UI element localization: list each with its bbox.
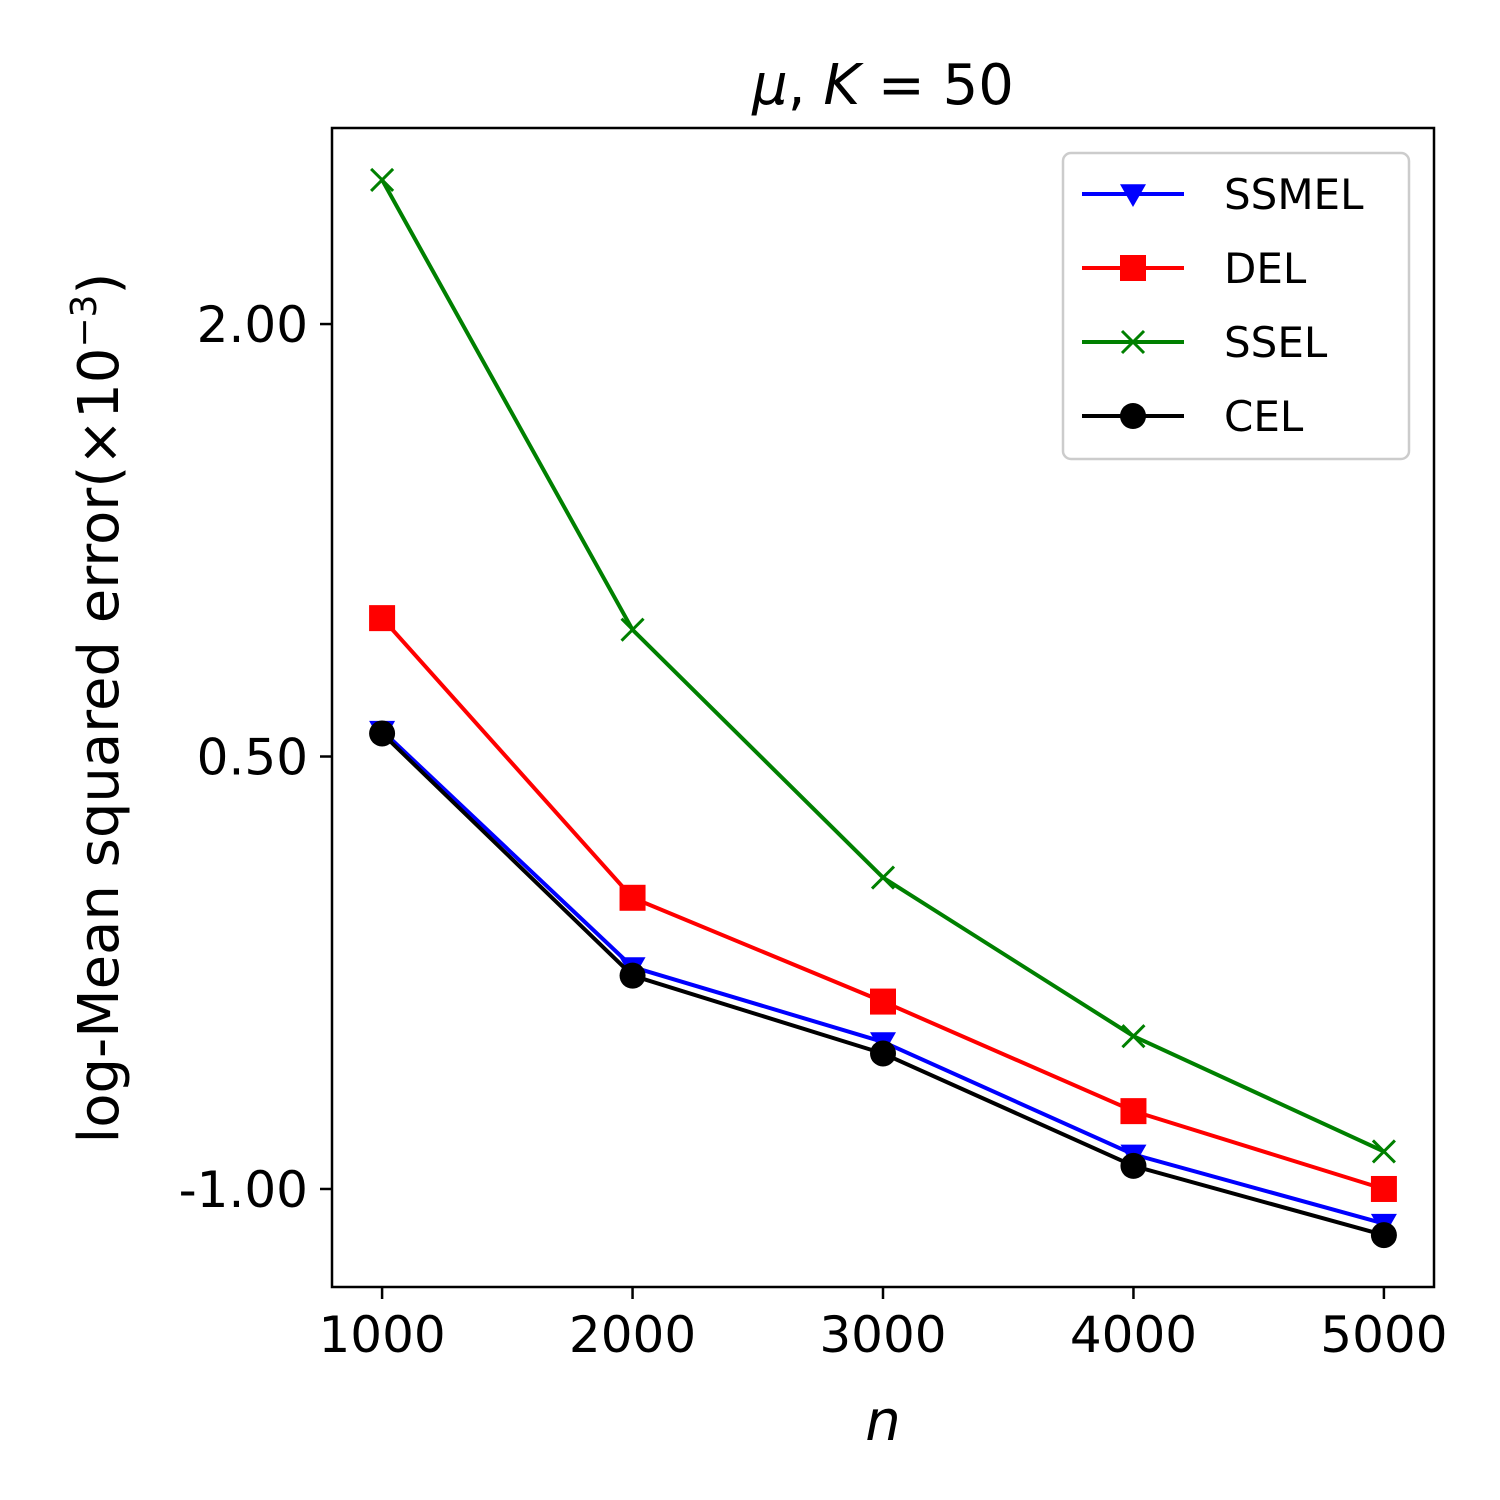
data-point-ssel — [1371, 1139, 1396, 1164]
data-point-del — [619, 884, 646, 911]
x-axis-ticks: 1000 2000 3000 4000 5000 — [318, 1287, 1448, 1364]
x-axis-label: n — [865, 1389, 901, 1454]
x-tick-label: 4000 — [1070, 1306, 1197, 1364]
chart-title: μ, K = 50 — [751, 53, 1014, 118]
legend-item-del: DEL — [1082, 244, 1307, 293]
x-tick-label: 2000 — [569, 1306, 696, 1364]
y-axis-label: log-Mean squared error(×10−3) — [64, 273, 132, 1144]
legend-item-ssel: SSEL — [1082, 318, 1328, 367]
legend-marker-ssmel — [1120, 184, 1146, 207]
legend-marker-cel — [1120, 403, 1146, 429]
data-point-del — [1370, 1175, 1397, 1202]
data-point-ssel — [370, 167, 395, 192]
data-point-del — [1120, 1098, 1147, 1125]
y-tick-label: 2.00 — [197, 296, 308, 354]
data-point-del — [369, 605, 396, 632]
series-ssel — [370, 167, 1396, 1164]
data-point-ssel — [1121, 1024, 1146, 1049]
legend-item-cel: CEL — [1082, 392, 1304, 441]
data-point-del — [870, 988, 896, 1015]
data-point-ssel — [870, 865, 896, 890]
y-tick-label: 0.50 — [197, 729, 308, 787]
legend-label-ssel: SSEL — [1224, 318, 1328, 367]
series-cel — [369, 720, 1397, 1249]
legend-label-del: DEL — [1224, 244, 1307, 293]
legend-label-ssmel: SSMEL — [1224, 170, 1364, 219]
y-tick-label: -1.00 — [179, 1161, 308, 1219]
x-tick-label: 1000 — [318, 1306, 445, 1364]
data-point-cel — [1370, 1222, 1397, 1249]
legend-label-cel: CEL — [1224, 392, 1304, 441]
series-del — [369, 605, 1397, 1202]
legend-box — [1061, 151, 1411, 461]
data-point-cel — [870, 1040, 896, 1067]
legend-item-ssmel: SSMEL — [1082, 170, 1364, 219]
data-point-cel — [369, 720, 396, 747]
y-axis-ticks: 2.00 0.50 -1.00 — [179, 296, 332, 1219]
plot-layer — [369, 167, 1397, 1249]
legend-marker-del — [1120, 255, 1146, 281]
x-tick-label: 3000 — [819, 1306, 946, 1364]
legend-marker-ssel — [1120, 329, 1146, 355]
data-point-ssel — [620, 617, 645, 642]
x-tick-label: 5000 — [1320, 1306, 1447, 1364]
data-point-cel — [1120, 1152, 1147, 1179]
data-point-cel — [619, 962, 646, 989]
legend: SSMEL DEL SSEL CEL — [1061, 151, 1411, 461]
